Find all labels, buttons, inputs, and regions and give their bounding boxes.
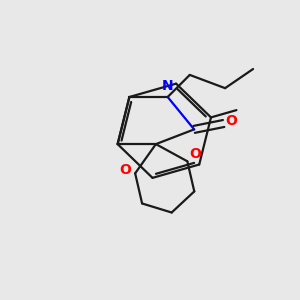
Text: O: O — [189, 147, 201, 161]
Text: O: O — [119, 163, 131, 177]
Text: N: N — [162, 79, 173, 93]
Text: O: O — [225, 114, 237, 128]
